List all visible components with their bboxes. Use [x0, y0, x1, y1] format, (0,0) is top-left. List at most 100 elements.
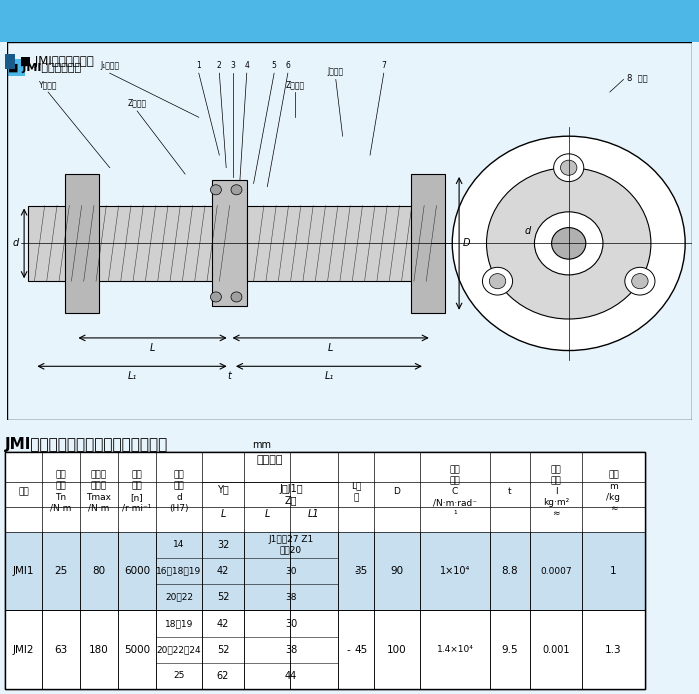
Text: 扭转
刚度
C
/N·m·rad⁻
¹: 扭转 刚度 C /N·m·rad⁻ ¹ — [433, 465, 477, 518]
Text: 16、18、19: 16、18、19 — [157, 566, 201, 575]
Text: ■ JMI型膜片联轴器: ■ JMI型膜片联轴器 — [8, 62, 81, 73]
Text: JMI2: JMI2 — [13, 645, 34, 654]
Text: 44: 44 — [285, 671, 297, 681]
Text: mm: mm — [252, 440, 271, 450]
Text: L₁: L₁ — [324, 371, 333, 381]
Text: 6000: 6000 — [124, 566, 150, 576]
Text: 38: 38 — [285, 593, 297, 602]
Text: 8.8: 8.8 — [502, 566, 519, 576]
Bar — [7, 59, 24, 76]
Text: 62: 62 — [217, 671, 229, 681]
Circle shape — [552, 228, 586, 259]
Text: 18、19: 18、19 — [165, 619, 193, 628]
Text: L推
荐: L推 荐 — [351, 482, 361, 502]
Text: L: L — [150, 343, 155, 353]
Text: 1.4×10⁴: 1.4×10⁴ — [437, 645, 473, 654]
Text: 30: 30 — [285, 618, 297, 629]
Text: J型轴孔: J型轴孔 — [328, 67, 344, 76]
Text: 5: 5 — [272, 61, 277, 70]
Text: 许可
转速
[n]
/r·mi⁻¹: 许可 转速 [n] /r·mi⁻¹ — [122, 471, 152, 513]
Bar — [247, 205, 432, 281]
Circle shape — [210, 292, 222, 302]
Text: 轴孔长度: 轴孔长度 — [257, 455, 283, 465]
Circle shape — [210, 185, 222, 195]
Text: 63: 63 — [55, 645, 68, 654]
Bar — [5, 16, 15, 30]
Text: t: t — [508, 487, 512, 496]
Circle shape — [489, 273, 506, 289]
Text: 25: 25 — [55, 566, 68, 576]
Text: ■ JMI型膜片联轴器: ■ JMI型膜片联轴器 — [20, 55, 94, 68]
Bar — [5, 611, 645, 689]
Text: 公称
转矩
Tn
/N·m: 公称 转矩 Tn /N·m — [50, 471, 72, 513]
Text: Z型轴孔: Z型轴孔 — [128, 99, 147, 108]
Text: 52: 52 — [217, 645, 229, 654]
Text: 轴孔
直径
d
(H7): 轴孔 直径 d (H7) — [169, 471, 189, 513]
Text: 型号: 型号 — [18, 487, 29, 496]
Text: 转动
惯量
I
kg·m²
≈: 转动 惯量 I kg·m² ≈ — [543, 465, 569, 518]
Bar — [65, 174, 99, 313]
Text: 90: 90 — [391, 566, 403, 576]
Text: Y型: Y型 — [217, 484, 229, 494]
Text: 35: 35 — [354, 566, 368, 576]
Text: 1: 1 — [610, 566, 617, 576]
Text: 180: 180 — [89, 645, 109, 654]
Text: L1: L1 — [308, 509, 320, 519]
Text: 7: 7 — [382, 61, 386, 70]
Text: D: D — [463, 238, 470, 248]
Text: 52: 52 — [217, 592, 229, 602]
Text: 质量
m
/kg
≈: 质量 m /kg ≈ — [607, 471, 621, 513]
Bar — [5, 452, 645, 689]
Text: 0.0007: 0.0007 — [540, 566, 572, 575]
Bar — [5, 452, 645, 532]
Text: 32: 32 — [217, 540, 229, 550]
Text: 30: 30 — [285, 566, 297, 575]
Text: D: D — [394, 487, 401, 496]
Text: L: L — [264, 509, 270, 519]
Bar — [411, 174, 445, 313]
Bar — [27, 205, 226, 281]
Circle shape — [482, 267, 512, 295]
Text: 9.5: 9.5 — [502, 645, 519, 654]
Text: 4: 4 — [245, 61, 249, 70]
Text: -: - — [354, 566, 358, 576]
Text: 42: 42 — [217, 566, 229, 576]
Text: J1型为27 Z1
型为20: J1型为27 Z1 型为20 — [268, 535, 314, 555]
Text: d: d — [13, 238, 19, 248]
Circle shape — [632, 273, 648, 289]
Text: ■ JMI型膜片联轴器: ■ JMI型膜片联轴器 — [7, 15, 89, 27]
Text: 1.3: 1.3 — [605, 645, 622, 654]
Circle shape — [625, 267, 655, 295]
Text: 25: 25 — [173, 671, 185, 680]
Text: J、J1、
Z型: J、J1、 Z型 — [279, 484, 303, 505]
Text: 100: 100 — [387, 645, 407, 654]
Circle shape — [535, 212, 603, 275]
Text: 20、22、24: 20、22、24 — [157, 645, 201, 654]
Text: JMI型膜片联轴器: JMI型膜片联轴器 — [20, 12, 87, 26]
Circle shape — [452, 136, 685, 350]
Text: 14: 14 — [173, 541, 185, 550]
Bar — [5, 452, 645, 689]
Text: L₁: L₁ — [127, 371, 136, 381]
Text: 1×10⁴: 1×10⁴ — [440, 566, 470, 576]
Text: 42: 42 — [217, 618, 229, 629]
Text: Y型轴孔: Y型轴孔 — [39, 80, 57, 89]
Text: 瞬间最
大转矩
Tmax
/N·m: 瞬间最 大转矩 Tmax /N·m — [87, 471, 112, 513]
Text: L: L — [328, 343, 333, 353]
Circle shape — [231, 185, 242, 195]
Text: 1: 1 — [196, 61, 201, 70]
Circle shape — [487, 168, 651, 319]
Text: JMI型膜片联轴器基本参数和主要尺寸: JMI型膜片联轴器基本参数和主要尺寸 — [5, 437, 168, 452]
Text: 80: 80 — [92, 566, 106, 576]
Circle shape — [554, 154, 584, 182]
Text: 0.001: 0.001 — [542, 645, 570, 654]
Text: -: - — [346, 645, 350, 654]
Text: 38: 38 — [285, 645, 297, 654]
Text: Z型轴孔: Z型轴孔 — [285, 80, 304, 89]
Bar — [212, 180, 247, 307]
Text: 20、22: 20、22 — [165, 593, 193, 602]
Text: d: d — [525, 226, 531, 236]
Text: t: t — [228, 371, 231, 381]
Text: J₁型轴孔: J₁型轴孔 — [100, 61, 120, 70]
Circle shape — [231, 292, 242, 302]
